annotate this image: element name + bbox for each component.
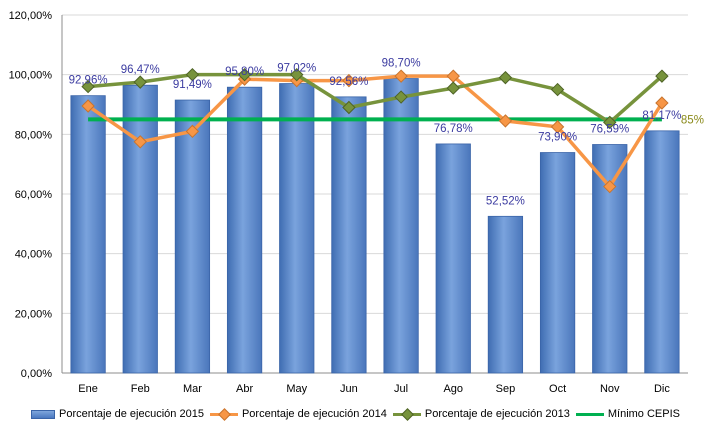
bar-data-label: 96,47% (121, 64, 160, 76)
legend-line-swatch-2013 (392, 408, 421, 421)
series-marker (342, 73, 356, 88)
data-labels: 92,96% 96,47% 91,49% 95,80% 97,02% 92,56% 98,7… (69, 58, 682, 208)
series-marker (655, 96, 669, 110)
y-tick-label: 60,00% (15, 189, 53, 201)
series-marker (185, 124, 200, 139)
bar (383, 78, 419, 374)
series-marker (133, 75, 147, 89)
x-tick-label: Feb (131, 383, 150, 395)
bar (279, 83, 315, 374)
series-marker (498, 114, 513, 128)
bar (226, 86, 263, 374)
x-tick-label: Ago (443, 383, 463, 395)
legend-label-cepis: Mínimo CEPIS (607, 408, 680, 420)
x-tick-label: Ene (78, 383, 98, 395)
y-tick-label: 80,00% (15, 129, 53, 141)
bar-data-label: 92,96% (69, 75, 108, 87)
bar (435, 143, 471, 374)
y-tick-label: 120,00% (9, 10, 53, 22)
series-marker (446, 81, 460, 95)
bar-data-label: 92,56% (329, 76, 368, 88)
bar-data-label: 97,02% (277, 63, 316, 75)
bar-series-2015 (70, 78, 680, 374)
legend: Porcentaje de ejecución 2015 Porcentaje … (0, 404, 711, 424)
bar (539, 152, 576, 374)
bar (122, 84, 158, 374)
reference-line-label: 85% (681, 114, 704, 126)
bar-data-label: 91,49% (173, 79, 212, 91)
bar (331, 96, 367, 374)
x-tick-label: Jun (340, 383, 358, 395)
chart: 0,00% 20,00% 40,00% 60,00% 80,00% 100,00% 120,… (9, 10, 704, 395)
x-tick-label: Jul (394, 383, 408, 395)
legend-item-cepis: Mínimo CEPIS (575, 408, 680, 420)
series-marker (394, 90, 408, 104)
bar-data-label: 52,52% (486, 195, 525, 207)
legend-item-2013: Porcentaje de ejecución 2013 (392, 408, 570, 421)
series-marker (603, 179, 617, 194)
y-tick-label: 100,00% (9, 70, 53, 82)
x-tick-label: Dic (654, 383, 670, 395)
bar (644, 130, 680, 374)
x-tick-label: Mar (183, 383, 202, 395)
y-tick-label: 40,00% (15, 249, 53, 261)
series-line (87, 72, 664, 125)
series-marker (81, 79, 95, 94)
series-marker (550, 82, 565, 97)
x-tick-label: Abr (236, 383, 253, 395)
x-tick-label: Oct (549, 383, 566, 395)
bar (592, 144, 628, 374)
legend-bar-swatch (31, 409, 55, 419)
series-marker (81, 99, 95, 113)
series-marker (655, 69, 669, 83)
bar (487, 215, 524, 374)
y-tick-label: 20,00% (15, 308, 53, 320)
legend-line-swatch-2014 (209, 408, 238, 421)
bar-data-label: 98,70% (382, 58, 421, 70)
series-marker (498, 70, 513, 85)
x-tick-labels: Ene Feb Mar Abr May Jun Jul Ago Sep Oct Nov Dic (78, 383, 670, 395)
reference-line-group: 85% (88, 114, 704, 126)
series-marker (290, 67, 304, 82)
series-marker (603, 115, 617, 130)
bar-data-label: 76,59% (590, 124, 629, 136)
y-gridlines (61, 14, 688, 374)
series-line (87, 74, 664, 189)
series-marker (342, 100, 356, 115)
legend-item-2014: Porcentaje de ejecución 2014 (209, 408, 387, 421)
series-marker (394, 69, 408, 83)
x-tick-label: Nov (600, 383, 620, 395)
series-marker (185, 67, 200, 82)
x-tick-label: Sep (496, 383, 516, 395)
bar-data-label: 95,80% (225, 66, 264, 78)
series-marker (237, 67, 252, 82)
legend-label-2015: Porcentaje de ejecución 2015 (59, 408, 204, 420)
y-tick-labels: 0,00% 20,00% 40,00% 60,00% 80,00% 100,00% 120,… (9, 10, 53, 380)
bar (70, 95, 106, 374)
x-tick-label: May (286, 383, 307, 395)
series-marker (133, 135, 147, 149)
bar-data-label: 81,17% (642, 110, 681, 122)
legend-item-2015: Porcentaje de ejecución 2015 (31, 408, 204, 420)
series-marker (550, 120, 565, 134)
bar-data-label: 73,90% (538, 132, 577, 144)
line-series-group (81, 67, 669, 194)
bar (174, 99, 211, 374)
legend-line-swatch-cepis (575, 409, 604, 419)
bar-data-label: 76,78% (434, 123, 473, 135)
y-tick-label: 0,00% (21, 368, 52, 380)
legend-label-2013: Porcentaje de ejecución 2013 (424, 408, 570, 420)
legend-label-2014: Porcentaje de ejecución 2014 (241, 408, 387, 420)
